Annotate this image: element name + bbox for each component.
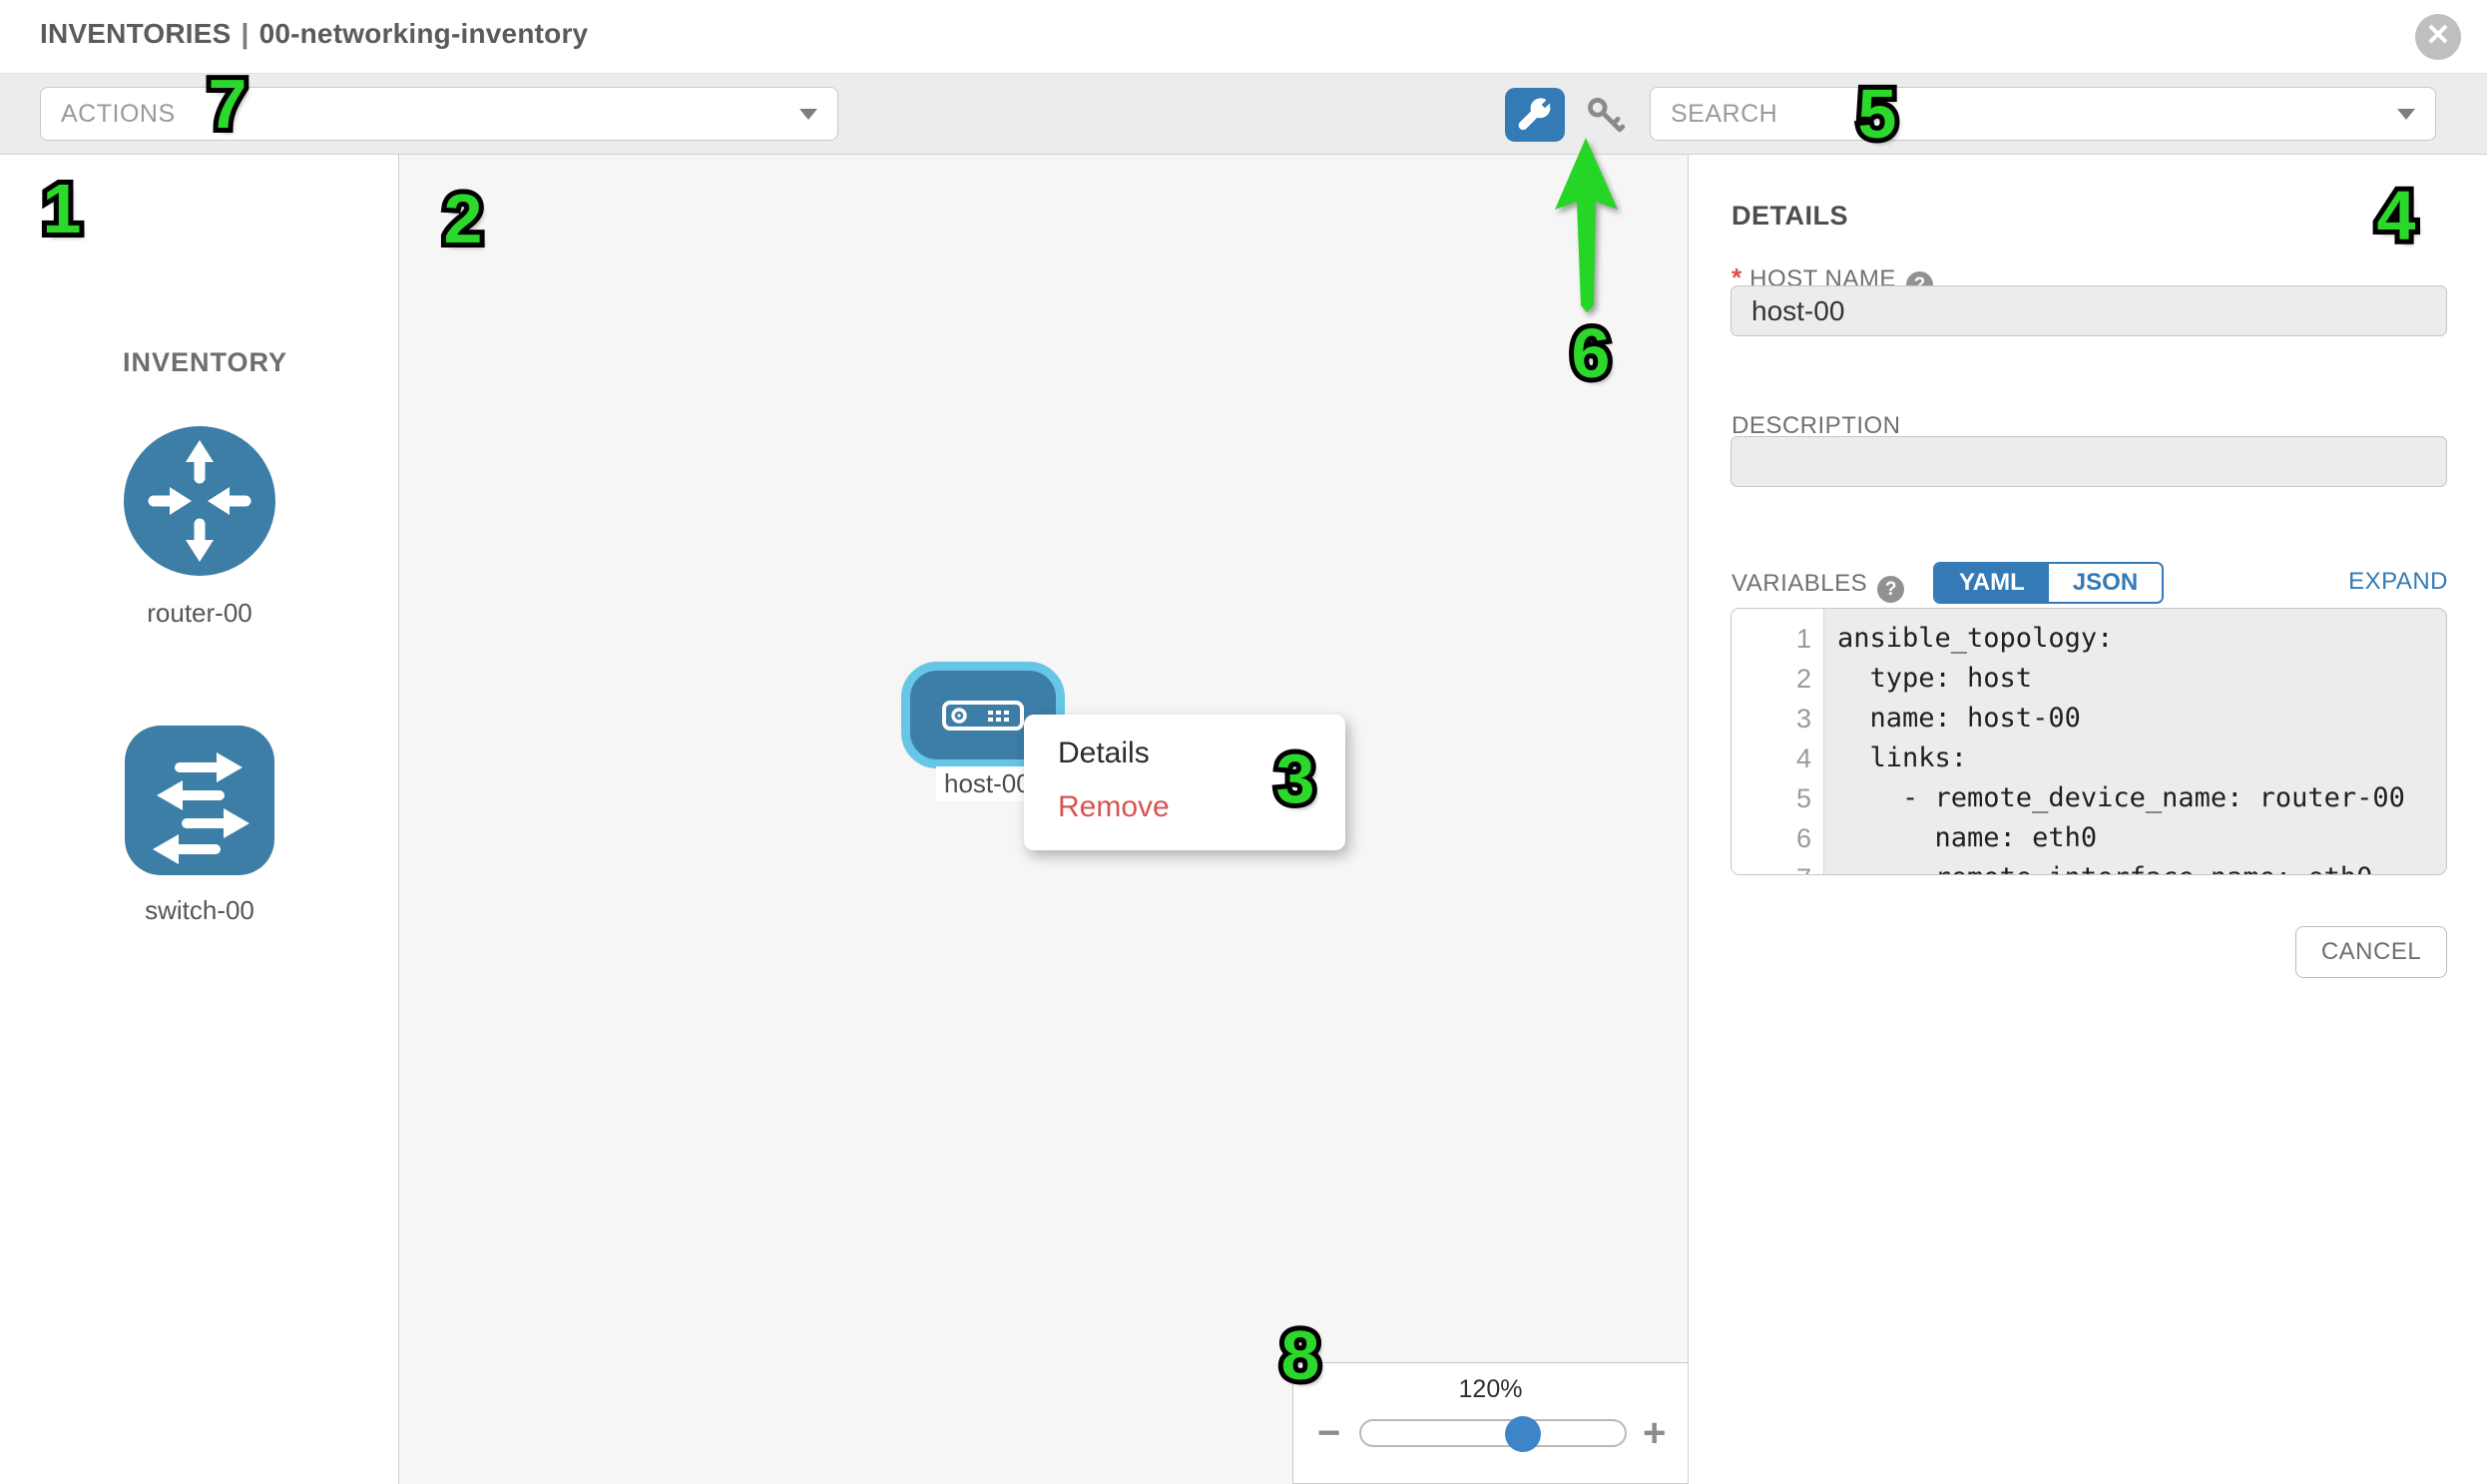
close-icon: ✕ bbox=[2425, 19, 2451, 52]
line-number: 2 bbox=[1732, 659, 1823, 699]
host-name-input[interactable] bbox=[1731, 285, 2447, 336]
code-line: 4 links: bbox=[1732, 739, 2446, 778]
context-menu-item-details[interactable]: Details bbox=[1058, 737, 1150, 769]
code-line: 3 name: host-00 bbox=[1732, 699, 2446, 739]
variables-format-toggle: YAML JSON bbox=[1933, 562, 2165, 604]
sidebar-item-switch-00[interactable]: switch-00 bbox=[0, 726, 399, 926]
variables-header-row: VARIABLES? YAML JSON EXPAND bbox=[1732, 562, 2448, 606]
zoom-out-button[interactable]: − bbox=[1317, 1411, 1341, 1455]
code-text: type: host bbox=[1837, 663, 2033, 694]
description-input[interactable] bbox=[1731, 436, 2447, 487]
code-line: 7 remote_interface_name: eth0 bbox=[1732, 858, 2446, 874]
actions-select[interactable]: ACTIONS bbox=[40, 87, 838, 141]
context-menu-item-remove[interactable]: Remove bbox=[1058, 790, 1170, 823]
tools-button[interactable] bbox=[1505, 88, 1565, 142]
tab-json[interactable]: JSON bbox=[2048, 564, 2163, 602]
search-select-placeholder: SEARCH bbox=[1671, 99, 1778, 128]
line-number: 5 bbox=[1732, 778, 1823, 818]
code-text: name: host-00 bbox=[1837, 703, 2081, 734]
credentials-button[interactable] bbox=[1582, 92, 1630, 140]
cancel-button[interactable]: CANCEL bbox=[2295, 926, 2447, 978]
switch-icon bbox=[125, 726, 274, 875]
host-node-label: host-00 bbox=[936, 766, 1039, 801]
host-icon bbox=[942, 700, 1024, 731]
line-number: 7 bbox=[1732, 858, 1823, 874]
breadcrumb: INVENTORIES | 00-networking-inventory bbox=[40, 18, 588, 50]
sidebar-heading: INVENTORY bbox=[123, 347, 288, 377]
code-line: 2 type: host bbox=[1732, 659, 2446, 699]
code-line: 1 ansible_topology: bbox=[1732, 619, 2446, 659]
description-label-row: DESCRIPTION bbox=[1732, 412, 1901, 440]
code-text: - remote_device_name: router-00 bbox=[1837, 782, 2405, 813]
close-button[interactable]: ✕ bbox=[2415, 14, 2461, 60]
chevron-down-icon bbox=[2397, 108, 2415, 120]
code-line: 5 - remote_device_name: router-00 bbox=[1732, 778, 2446, 818]
zoom-level-value: 120% bbox=[1458, 1375, 1523, 1403]
inventory-sidebar: INVENTORY router-00 bbox=[0, 155, 399, 1484]
variables-label: VARIABLES bbox=[1732, 570, 1868, 597]
context-menu: Details Remove bbox=[1024, 715, 1345, 850]
expand-link[interactable]: EXPAND bbox=[2348, 568, 2448, 595]
toolbar: ACTIONS SEARCH bbox=[0, 73, 2487, 155]
description-label: DESCRIPTION bbox=[1732, 412, 1901, 439]
topology-canvas[interactable]: host-00 Details Remove 120% − + bbox=[399, 155, 1689, 1484]
code-text: remote_interface_name: eth0 bbox=[1823, 858, 2446, 874]
line-number: 1 bbox=[1732, 619, 1823, 659]
breadcrumb-section: INVENTORIES bbox=[40, 18, 232, 49]
breadcrumb-inventory-name: 00-networking-inventory bbox=[258, 18, 589, 49]
code-text: name: eth0 bbox=[1837, 822, 2098, 853]
actions-select-placeholder: ACTIONS bbox=[61, 99, 176, 128]
help-icon[interactable]: ? bbox=[1877, 576, 1905, 603]
line-number: 4 bbox=[1732, 739, 1823, 778]
code-line: 6 name: eth0 bbox=[1732, 818, 2446, 858]
code-text: ansible_topology: bbox=[1837, 623, 2114, 654]
variables-code-editor[interactable]: 1 ansible_topology: 2 type: host 3 name: … bbox=[1731, 608, 2447, 875]
tab-yaml[interactable]: YAML bbox=[1935, 564, 2049, 602]
sidebar-item-router-00[interactable]: router-00 bbox=[0, 426, 399, 629]
zoom-in-button[interactable]: + bbox=[1643, 1411, 1667, 1455]
chevron-down-icon bbox=[799, 108, 817, 120]
wrench-icon bbox=[1518, 98, 1551, 131]
zoom-slider-knob[interactable] bbox=[1505, 1416, 1541, 1452]
zoom-control-panel: 120% − + bbox=[1292, 1362, 1688, 1484]
required-asterisk: * bbox=[1732, 262, 1742, 292]
key-icon bbox=[1588, 98, 1626, 133]
line-number: 3 bbox=[1732, 699, 1823, 739]
router-icon bbox=[124, 426, 275, 576]
code-text: links: bbox=[1837, 742, 1968, 773]
breadcrumb-separator: | bbox=[241, 18, 249, 49]
zoom-slider-track[interactable] bbox=[1359, 1416, 1627, 1452]
details-heading: DETAILS bbox=[1732, 201, 1848, 231]
search-select[interactable]: SEARCH bbox=[1650, 87, 2436, 141]
details-panel: DETAILS *HOST NAME? DESCRIPTION VARIABLE… bbox=[1690, 155, 2487, 1484]
sidebar-item-label: switch-00 bbox=[145, 895, 254, 925]
line-number: 6 bbox=[1732, 818, 1823, 858]
page-header: INVENTORIES | 00-networking-inventory ✕ bbox=[0, 0, 2487, 73]
sidebar-item-label: router-00 bbox=[147, 598, 252, 628]
